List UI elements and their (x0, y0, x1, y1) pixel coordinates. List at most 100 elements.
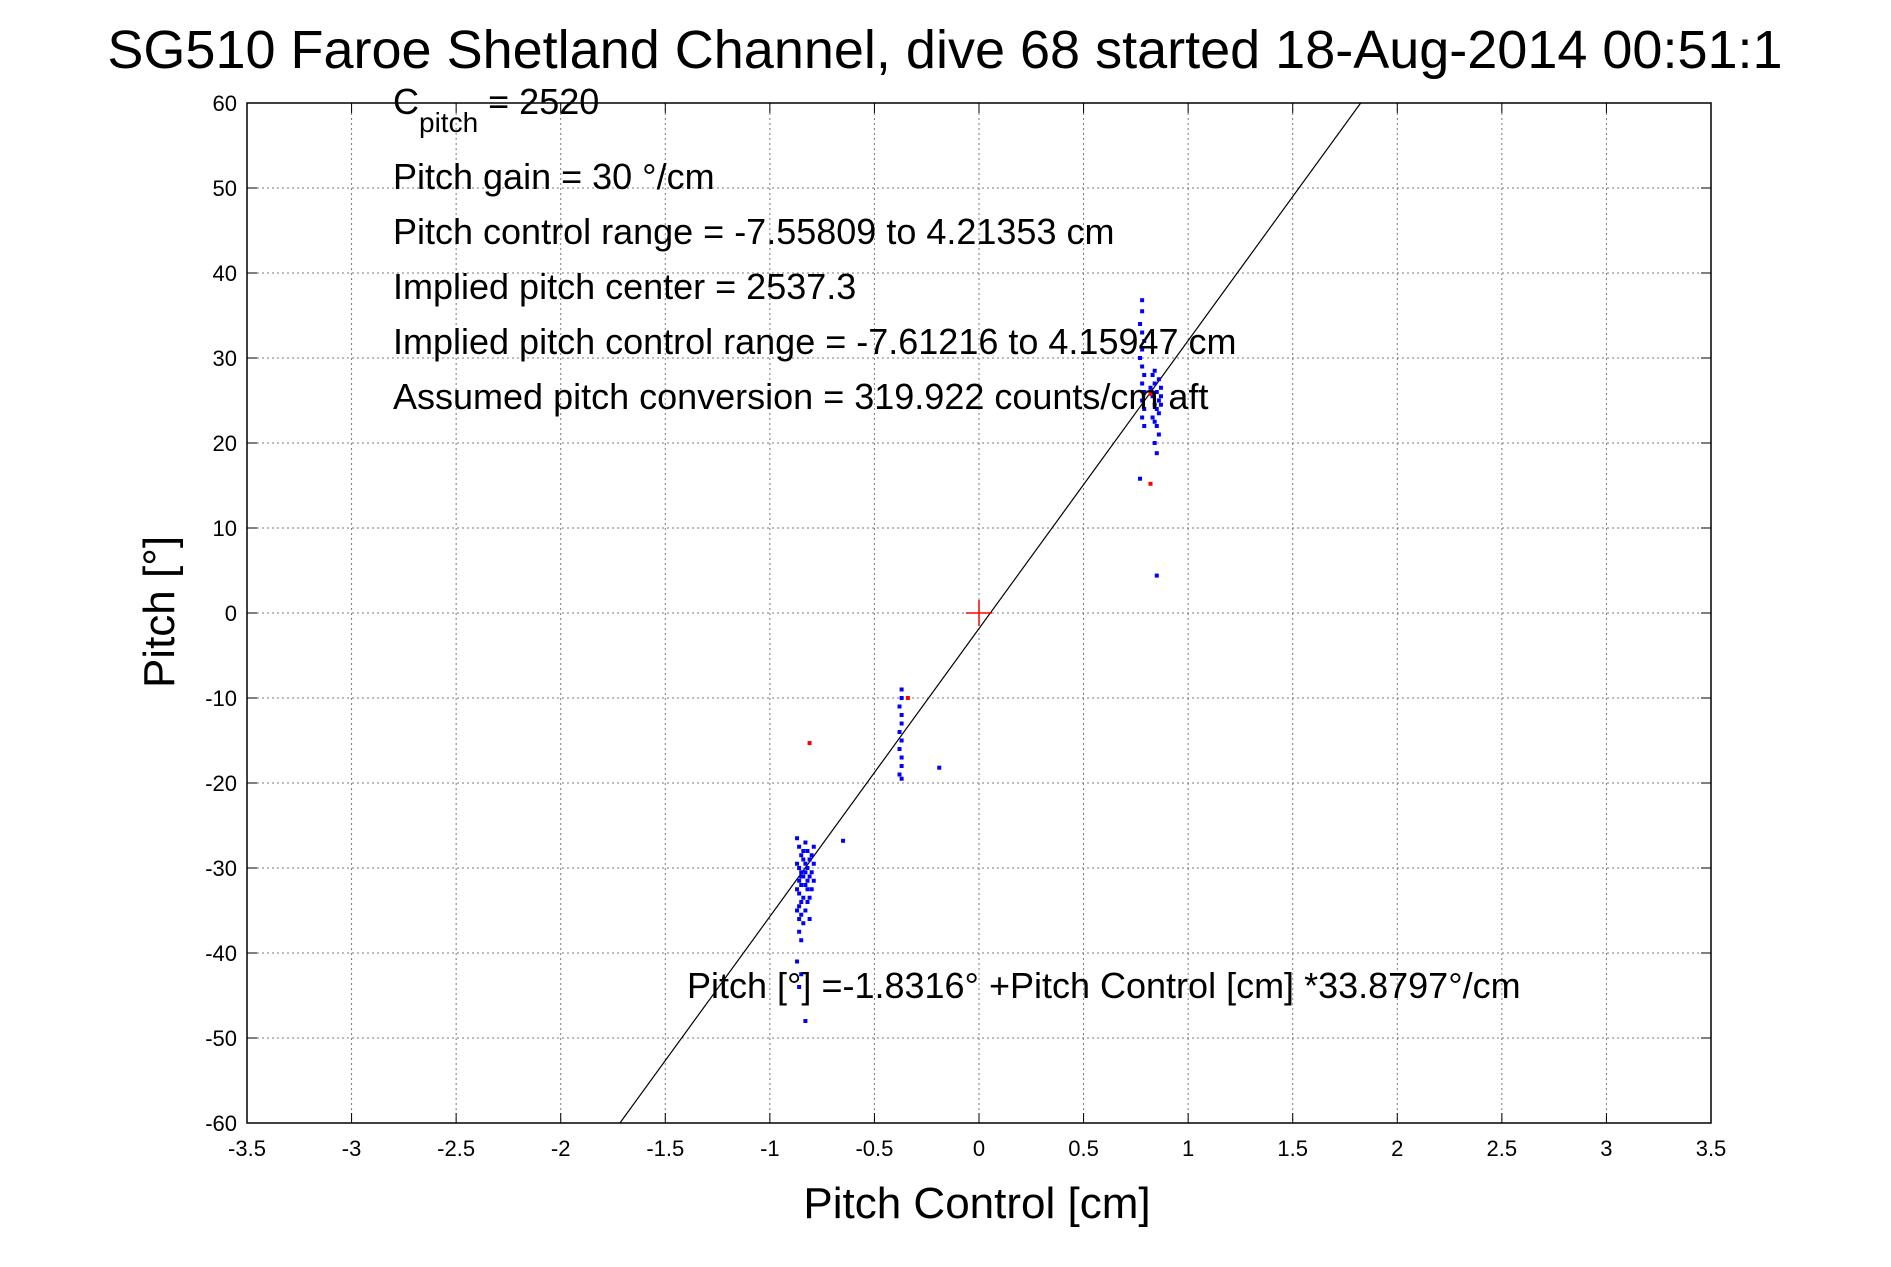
data-point (1156, 432, 1161, 437)
data-point (1158, 394, 1163, 399)
data-point (807, 857, 812, 862)
data-point (897, 747, 902, 751)
data-point (807, 874, 812, 879)
y-tick-label: -30 (205, 856, 237, 881)
data-point (805, 887, 810, 892)
data-point (899, 721, 904, 726)
data-point (803, 840, 808, 845)
data-point (809, 887, 814, 892)
data-point (1140, 415, 1145, 420)
data-point (899, 764, 904, 768)
data-point (805, 900, 810, 904)
data-point (1156, 377, 1161, 382)
y-tick-label: -20 (205, 771, 237, 796)
x-tick-label: 1.5 (1277, 1136, 1308, 1161)
data-point (937, 765, 942, 770)
annotation-fit-equation: Pitch [°] =-1.8316° +Pitch Control [cm] … (687, 965, 1521, 1006)
data-point (1152, 441, 1157, 445)
data-series-1 (807, 391, 1153, 746)
data-point (803, 870, 808, 875)
y-tick-label: 50 (213, 176, 237, 201)
data-point (795, 861, 800, 866)
y-tick-label: 0 (225, 601, 237, 626)
data-point (803, 908, 808, 913)
y-tick-label: -50 (205, 1026, 237, 1051)
data-point (1154, 407, 1159, 411)
data-point (899, 713, 904, 717)
data-point (1140, 398, 1145, 403)
data-point (899, 738, 904, 743)
y-axis-label: Pitch [°] (135, 536, 184, 688)
x-tick-label: -3.5 (228, 1136, 266, 1161)
data-point (799, 874, 804, 879)
annotation-c-pitch: Cpitch = 2520 (393, 81, 599, 138)
data-point (797, 866, 802, 870)
x-tick-label: -0.5 (855, 1136, 893, 1161)
data-point (803, 861, 808, 866)
data-point (801, 857, 806, 862)
annotation-c-pitch-value: = 2520 (478, 81, 599, 122)
data-point (1142, 373, 1147, 377)
y-tick-label: -40 (205, 941, 237, 966)
x-axis-label: Pitch Control [cm] (803, 1179, 1150, 1228)
data-point (1154, 424, 1159, 428)
y-tick-label: 20 (213, 431, 237, 456)
data-point (1150, 415, 1155, 420)
data-point (1152, 368, 1157, 373)
y-tick-label: -10 (205, 686, 237, 711)
x-tick-label: -1.5 (646, 1136, 684, 1161)
data-point (797, 917, 802, 921)
data-point (803, 883, 808, 887)
data-point (801, 921, 806, 926)
y-tick-label: 30 (213, 346, 237, 371)
data-point (1140, 298, 1145, 303)
data-point (797, 985, 802, 989)
data-point (1138, 476, 1143, 481)
x-tick-label: -2 (551, 1136, 571, 1161)
data-point (799, 900, 804, 904)
data-point (1142, 424, 1147, 428)
data-point (1140, 381, 1145, 386)
data-point (1140, 330, 1145, 335)
points-layer (795, 298, 1163, 1023)
data-point (1156, 411, 1161, 416)
data-point (1158, 385, 1163, 390)
data-point (899, 687, 904, 692)
data-point (899, 696, 904, 700)
data-point (809, 870, 814, 875)
data-point (1138, 356, 1143, 360)
data-point (1152, 381, 1157, 386)
x-tick-label: 0.5 (1068, 1136, 1099, 1161)
data-point (1156, 398, 1161, 403)
data-point (795, 836, 800, 841)
data-point (1150, 373, 1155, 377)
data-point (805, 878, 810, 883)
data-point (795, 887, 800, 892)
annotation-assumed-pitch-conversion: Assumed pitch conversion = 319.922 count… (393, 376, 1208, 417)
data-point (799, 912, 804, 917)
center-marker (966, 600, 992, 626)
data-point (1158, 402, 1163, 407)
x-tick-label: 1 (1182, 1136, 1194, 1161)
data-point (807, 895, 812, 900)
data-point (811, 861, 816, 866)
y-tick-label: 60 (213, 91, 237, 116)
x-tick-label: 2 (1391, 1136, 1403, 1161)
data-point (1154, 573, 1159, 578)
data-point (797, 844, 802, 849)
annotation-pitch-control-range: Pitch control range = -7.55809 to 4.2135… (393, 211, 1114, 252)
data-point (797, 929, 802, 934)
data-point (799, 972, 804, 977)
data-point (1142, 390, 1147, 394)
data-point (801, 849, 806, 853)
annotation-c-pitch-subscript: pitch (419, 107, 478, 138)
annotation-implied-pitch-center: Implied pitch center = 2537.3 (393, 266, 856, 307)
data-point (805, 849, 810, 853)
data-point (799, 870, 804, 875)
data-point (1140, 309, 1145, 314)
data-point (1148, 391, 1153, 396)
data-point (801, 874, 806, 879)
annotation-pitch-gain: Pitch gain = 30 °/cm (393, 156, 715, 197)
